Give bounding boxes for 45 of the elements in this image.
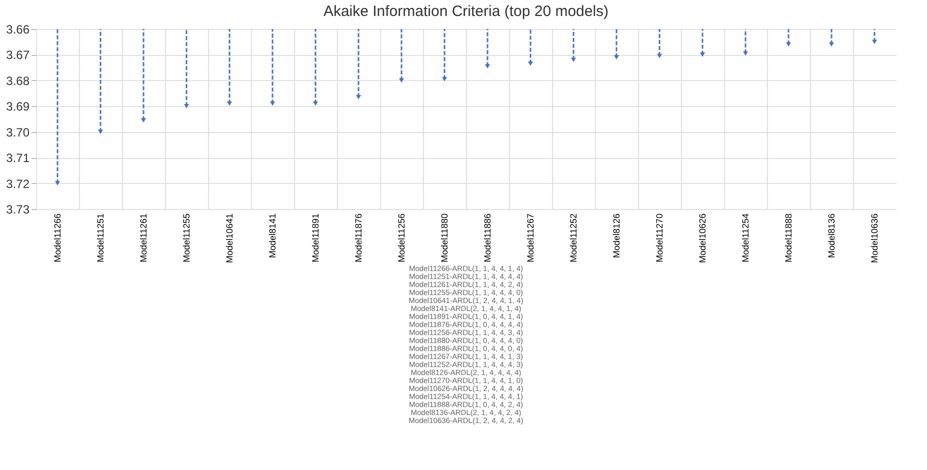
y-tick-label: 3.71 [6, 151, 30, 166]
point [356, 94, 361, 100]
x-tick-label: Model11880 [440, 214, 450, 262]
point [141, 118, 146, 122]
x-tick-label: Model11252 [568, 214, 578, 262]
y-tick-label: 3.73 [6, 202, 30, 216]
x-tick-label: Model10636 [870, 214, 880, 264]
point [55, 181, 60, 186]
y-tick-label: 3.67 [6, 48, 30, 62]
point [313, 101, 318, 106]
x-tick-label: Model10626 [698, 214, 708, 264]
x-tick-label: Model11876 [354, 214, 364, 262]
point [614, 55, 619, 60]
x-tick-label: Model10641 [224, 214, 234, 264]
x-tick-label: Model8141 [268, 214, 278, 258]
x-tick-label: Model11255 [182, 214, 192, 262]
point [270, 101, 275, 106]
x-tick-label: Model11266 [52, 214, 62, 262]
x-tick-label: Model11261 [138, 214, 148, 262]
x-tick-label: Model11891 [310, 214, 320, 262]
y-tick-label: 3.72 [6, 176, 30, 191]
y-tick-label: 3.70 [6, 125, 30, 140]
x-tick-label: Model11254 [740, 214, 750, 262]
y-tick-label: 3.69 [6, 100, 30, 114]
point [657, 54, 662, 58]
point [700, 52, 705, 57]
x-tick-label: Model8126 [612, 214, 622, 258]
point [184, 104, 189, 108]
point [485, 64, 490, 68]
y-tick-label: 3.68 [6, 74, 30, 88]
point [442, 76, 447, 82]
x-tick-label: Model11267 [526, 214, 536, 262]
x-tick-label: Model11256 [396, 214, 406, 262]
x-tick-label: Model11886 [482, 214, 492, 262]
x-tick-label: Model11888 [784, 214, 794, 262]
point [98, 130, 103, 134]
x-tick-label: Model8136 [826, 214, 836, 258]
point [227, 101, 232, 106]
point [571, 58, 576, 62]
point [872, 40, 877, 44]
point [528, 62, 533, 66]
x-tick-label: Model11251 [96, 214, 106, 262]
y-tick-label: 3.66 [6, 22, 30, 36]
chart-title: Akaike Information Criteria (top 20 models) [323, 3, 609, 20]
x-tick-label: Model11270 [654, 214, 664, 262]
